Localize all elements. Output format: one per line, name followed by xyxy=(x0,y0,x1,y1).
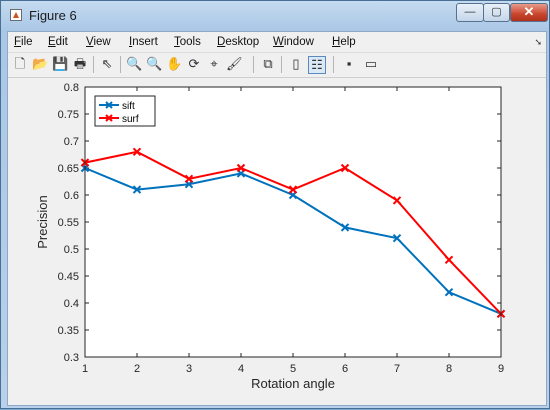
x-axis: 1 2 3 4 5 6 7 8 9 xyxy=(82,87,504,375)
x-tick-label: 5 xyxy=(290,363,296,375)
data-point-surf[interactable] xyxy=(288,185,298,194)
y-tick-label: 0.75 xyxy=(58,109,79,121)
menu-edit[interactable]: Edit xyxy=(48,36,68,48)
data-point-surf[interactable] xyxy=(444,255,454,265)
figure-canvas: 1 2 3 4 5 6 7 8 9 0.3 0.35 0.4 0.45 0.5 0.55 0.6 0.65 0.… xyxy=(8,78,546,405)
open-file-icon[interactable]: 📂 xyxy=(32,56,49,71)
print-icon[interactable]: 🖶 xyxy=(73,56,87,71)
y-tick-label: 0.8 xyxy=(64,82,79,94)
toolbar-separator xyxy=(253,56,254,73)
data-point-surf[interactable] xyxy=(236,163,246,173)
rotate-3d-icon[interactable]: ⟳ xyxy=(188,56,200,71)
menu-bar: File Edit View Insert Tools Desktop Wind… xyxy=(8,32,546,52)
x-tick-label: 2 xyxy=(134,363,140,375)
x-tick-label: 4 xyxy=(238,363,244,375)
legend-icon[interactable]: ☷ xyxy=(308,56,326,74)
y-tick-label: 0.7 xyxy=(64,136,79,148)
data-point-surf[interactable] xyxy=(184,174,194,184)
figure-client: File Edit View Insert Tools Desktop Wind… xyxy=(7,31,547,406)
legend-label: sift xyxy=(122,101,135,112)
y-axis-label: Precision xyxy=(35,195,50,248)
menu-tools[interactable]: Tools xyxy=(174,36,201,48)
figure-toolbar: 🗋 📂 💾 🖶 ⇖ 🔍 🔍 ✋ ⟳ ⌖ 🖌 ⧉ ▯ ☷ ▪ ▭ xyxy=(8,52,546,78)
y-tick-label: 0.5 xyxy=(64,244,79,256)
brush-icon[interactable]: 🖌 xyxy=(226,56,243,71)
legend-box xyxy=(94,95,156,127)
dock-arrow-icon[interactable]: ➘ xyxy=(534,37,542,47)
minimize-button[interactable]: — xyxy=(456,3,484,22)
x-tick-label: 6 xyxy=(342,363,348,375)
data-point-sift[interactable] xyxy=(340,223,350,232)
x-tick-label: 9 xyxy=(498,363,504,375)
plot-area xyxy=(85,87,501,357)
toolbar-separator xyxy=(120,56,121,73)
close-button[interactable]: ✕ xyxy=(510,3,548,22)
y-tick-label: 0.3 xyxy=(64,352,79,364)
line-chart: 1 2 3 4 5 6 7 8 9 0.3 0.35 0.4 0.45 0.5 0.55 0.6 0.65 0.… xyxy=(35,82,506,391)
data-point-sift[interactable] xyxy=(392,233,402,243)
data-point-surf[interactable] xyxy=(340,163,350,173)
zoom-in-icon[interactable]: 🔍 xyxy=(126,56,143,71)
maximize-button[interactable]: ▢ xyxy=(483,3,510,22)
data-point-surf[interactable] xyxy=(392,196,402,205)
matlab-icon xyxy=(10,9,22,21)
x-tick-label: 3 xyxy=(186,363,192,375)
zoom-out-icon[interactable]: 🔍 xyxy=(146,56,163,71)
data-point-sift[interactable] xyxy=(132,185,142,194)
pan-icon[interactable]: ✋ xyxy=(166,56,183,71)
hide-plot-tools-icon[interactable]: ▪ xyxy=(346,56,352,71)
data-point-sift[interactable] xyxy=(444,287,454,297)
menu-insert[interactable]: Insert xyxy=(129,36,158,48)
window-title: Figure 6 xyxy=(29,8,77,23)
new-figure-icon[interactable]: 🗋 xyxy=(14,56,26,71)
colorbar-icon[interactable]: ▯ xyxy=(292,56,300,71)
legend-label: surf xyxy=(122,114,139,125)
y-tick-label: 0.55 xyxy=(58,217,79,229)
axes-box xyxy=(84,86,502,358)
menu-desktop[interactable]: Desktop xyxy=(217,36,260,48)
legend[interactable]: sift surf xyxy=(94,95,156,127)
link-plot-icon[interactable]: ⧉ xyxy=(263,56,273,71)
legend-marker xyxy=(105,101,113,109)
y-tick-label: 0.65 xyxy=(58,163,79,175)
save-icon[interactable]: 💾 xyxy=(52,56,69,71)
y-tick-label: 0.35 xyxy=(58,325,79,337)
x-tick-label: 7 xyxy=(394,363,400,375)
data-point-surf[interactable] xyxy=(132,147,142,157)
data-cursor-icon[interactable]: ⌖ xyxy=(210,56,218,71)
x-axis-label: Rotation angle xyxy=(251,376,335,391)
series-group xyxy=(80,147,506,319)
menu-help[interactable]: Help xyxy=(332,36,356,48)
y-tick-label: 0.45 xyxy=(58,271,79,283)
y-tick-label: 0.6 xyxy=(64,190,79,202)
title-bar[interactable]: Figure 6 — ▢ ✕ xyxy=(1,1,549,31)
menu-window[interactable]: Window xyxy=(273,36,314,48)
menu-file[interactable]: File xyxy=(14,36,33,48)
menu-view[interactable]: View xyxy=(86,36,111,48)
x-tick-label: 8 xyxy=(446,363,452,375)
x-tick-label: 1 xyxy=(82,363,88,375)
edit-plot-icon[interactable]: ⇖ xyxy=(101,56,113,71)
toolbar-separator xyxy=(333,56,334,73)
show-plot-tools-icon[interactable]: ▭ xyxy=(364,56,378,71)
toolbar-separator xyxy=(281,56,282,73)
y-tick-label: 0.4 xyxy=(64,298,79,310)
toolbar-separator xyxy=(93,56,94,73)
legend-marker xyxy=(105,114,113,122)
